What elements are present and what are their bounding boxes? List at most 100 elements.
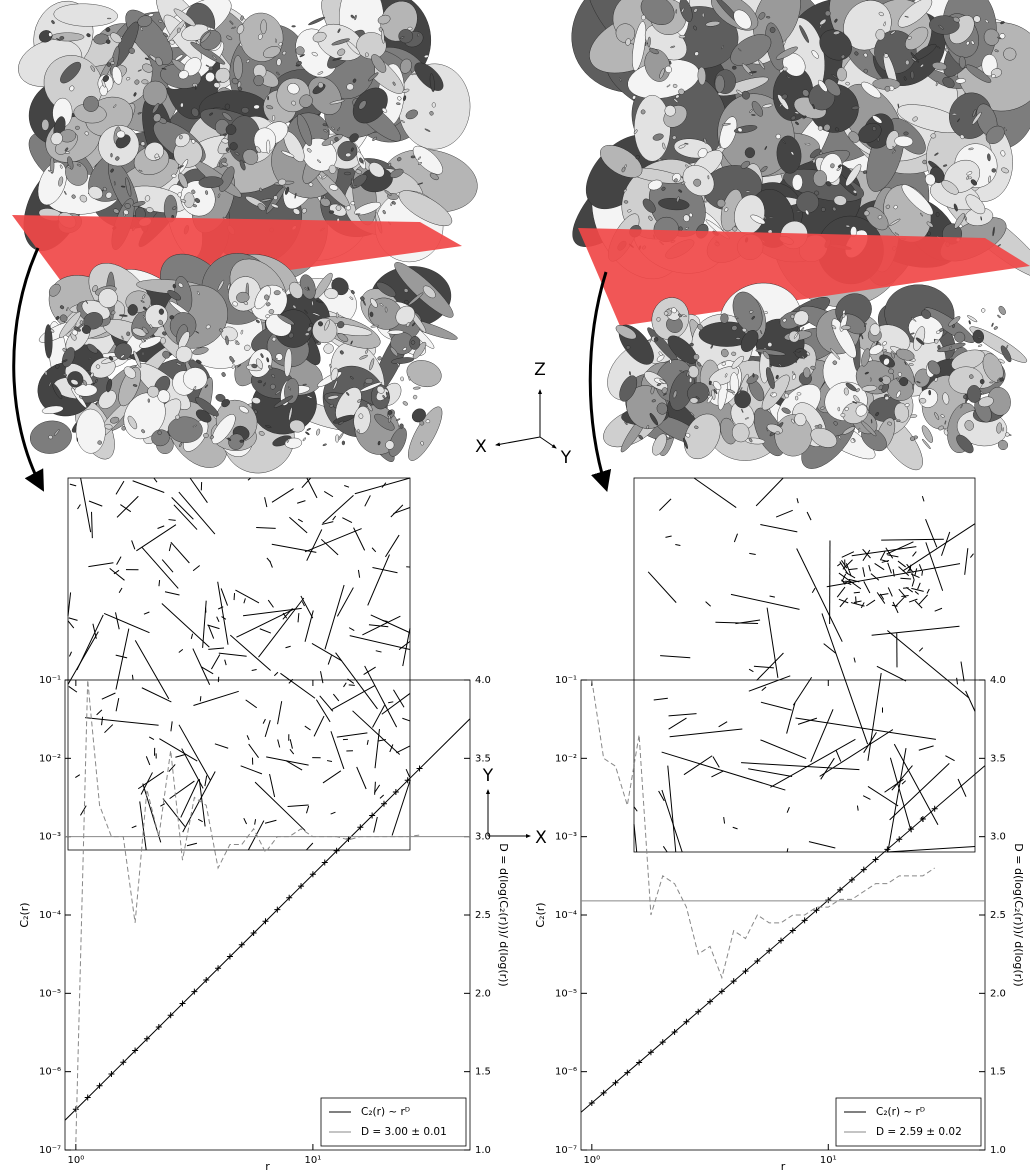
fracture-trace <box>850 602 865 607</box>
fracture-disc <box>396 362 400 367</box>
fracture-disc <box>119 314 128 317</box>
fracture-disc <box>418 162 422 165</box>
fracture-disc <box>685 164 689 169</box>
fracture-trace <box>364 665 398 728</box>
fracture-trace <box>870 573 880 581</box>
fracture-disc <box>318 321 323 327</box>
fracture-trace <box>839 561 849 574</box>
fracture-disc <box>109 416 120 424</box>
fracture-disc <box>126 331 131 336</box>
fracture-disc <box>359 382 383 392</box>
fracture-disc <box>834 127 840 132</box>
fracture-disc <box>95 364 101 369</box>
fracture-disc <box>973 15 981 23</box>
fracture-disc <box>312 31 327 43</box>
fracture-disc <box>333 414 355 424</box>
fracture-disc <box>93 33 109 45</box>
fracture-disc <box>124 203 131 209</box>
fracture-disc <box>729 372 739 396</box>
fracture-disc <box>838 435 842 440</box>
fracture-disc <box>399 58 412 74</box>
fracture-disc <box>169 39 175 45</box>
fracture-disc <box>388 414 391 420</box>
axes-3d-icon: Z X Y <box>475 360 572 468</box>
fracture-disc <box>108 355 114 361</box>
fracture-disc <box>694 51 699 56</box>
fracture-trace <box>711 770 724 778</box>
fracture-disc <box>258 33 263 40</box>
fracture-trace <box>118 587 123 593</box>
fracture-disc <box>764 215 766 220</box>
fracture-trace <box>306 529 323 561</box>
fracture-trace <box>921 495 925 502</box>
fracture-disc <box>282 51 287 56</box>
fracture-disc <box>169 315 175 320</box>
fracture-disc <box>749 109 753 113</box>
fracture-disc <box>833 30 841 35</box>
fracture-trace <box>811 587 816 593</box>
fracture-disc <box>329 184 339 191</box>
fracture-disc <box>389 168 404 179</box>
fracture-disc <box>258 431 265 436</box>
fracture-disc <box>632 21 647 72</box>
fracture-disc <box>672 390 678 399</box>
fracture-disc <box>369 358 375 371</box>
fracture-trace <box>884 778 904 793</box>
fracture-trace <box>210 654 221 670</box>
fracture-disc <box>921 425 933 443</box>
fracture-trace <box>186 842 198 847</box>
fracture-disc <box>1001 167 1009 174</box>
fracture-disc <box>384 306 388 313</box>
fracture-disc <box>346 83 354 91</box>
fracture-disc <box>769 27 776 34</box>
fracture-disc <box>239 42 243 47</box>
fracture-disc <box>266 139 271 154</box>
x-tick-label: 10⁰ <box>583 1155 600 1166</box>
fracture-trace <box>141 687 172 703</box>
fracture-disc <box>329 363 332 369</box>
fracture-disc <box>878 384 884 391</box>
fracture-disc <box>697 361 702 367</box>
fracture-disc <box>205 190 209 195</box>
fracture-trace <box>348 627 355 631</box>
fracture-disc <box>144 57 150 60</box>
fracture-disc <box>751 114 756 116</box>
fracture-disc <box>323 129 328 133</box>
fracture-disc <box>763 311 768 315</box>
fracture-disc <box>832 206 837 212</box>
fracture-trace <box>160 803 166 807</box>
fracture-trace <box>797 717 818 725</box>
fracture-disc <box>671 307 677 314</box>
fracture-trace <box>171 497 194 520</box>
fracture-disc <box>400 376 404 382</box>
fracture-disc <box>76 163 82 167</box>
fracture-trace <box>868 564 871 572</box>
fracture-disc <box>812 158 816 164</box>
fracture-trace <box>306 477 318 499</box>
fracture-disc <box>954 213 965 229</box>
fracture-disc <box>869 344 884 356</box>
fracture-disc <box>853 395 860 403</box>
fracture-disc <box>793 351 801 353</box>
fracture-disc <box>681 314 687 317</box>
fracture-trace <box>168 519 176 521</box>
fracture-disc <box>927 231 931 236</box>
fracture-disc <box>712 381 722 390</box>
fracture-disc <box>766 427 769 432</box>
axis-letter: Z <box>534 360 546 380</box>
fracture-disc <box>363 382 366 387</box>
fracture-disc <box>167 290 182 301</box>
fracture-disc <box>291 100 296 106</box>
fracture-disc <box>266 105 274 110</box>
fracture-disc <box>897 372 902 377</box>
fracture-disc <box>890 30 896 35</box>
fracture-disc <box>304 287 309 291</box>
fracture-disc <box>229 20 234 25</box>
fracture-disc <box>236 291 250 303</box>
fracture-disc <box>845 163 862 187</box>
fracture-disc <box>90 65 96 72</box>
y2-tick-label: 4.0 <box>990 675 1006 686</box>
fracture-trace <box>332 693 340 702</box>
fracture-disc <box>204 384 208 389</box>
fracture-disc <box>337 321 345 329</box>
